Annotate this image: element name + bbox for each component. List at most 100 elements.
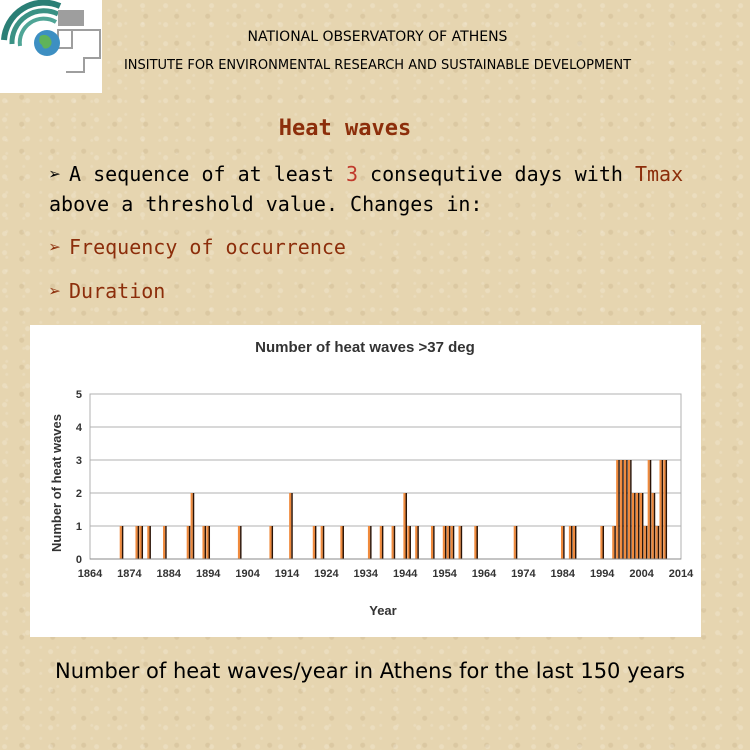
heat-wave-chart: Number of heat waves >37 deg Number of h… <box>30 325 701 637</box>
bar-shadow <box>381 526 384 559</box>
bar-1876 <box>135 526 140 559</box>
bar-2003 <box>635 493 640 559</box>
bar-1947 <box>415 526 419 559</box>
bar-shadow <box>188 526 191 559</box>
bar-1986 <box>568 526 573 559</box>
bar-1938 <box>379 526 384 559</box>
bar-shadow <box>409 526 411 559</box>
bar-face <box>269 526 272 559</box>
bar-face <box>391 526 394 559</box>
x-tick-label: 1964 <box>472 568 497 580</box>
bar-1941 <box>391 526 396 559</box>
bar-2005 <box>643 526 648 559</box>
bar-shadow <box>657 526 660 559</box>
bar-shadow <box>515 526 518 559</box>
x-tick-label: 1904 <box>235 568 260 580</box>
bar-shadow <box>137 526 140 559</box>
bar-face <box>415 526 418 559</box>
bar-face <box>568 526 572 559</box>
x-tick-label: 1954 <box>432 568 457 580</box>
bar-shadow <box>618 460 620 559</box>
bar-shadow <box>476 526 478 559</box>
bar-1945 <box>407 526 411 559</box>
y-tick-label: 5 <box>76 389 82 401</box>
bar-shadow <box>271 526 274 559</box>
bar-shadow <box>649 460 652 559</box>
bar-face <box>616 460 619 559</box>
bar-1910 <box>269 526 274 559</box>
bullet-definition-tmax: Tmax <box>634 162 684 186</box>
chart-y-axis-label: Number of heat waves <box>49 414 64 552</box>
bar-face <box>407 526 410 559</box>
bar-1915 <box>289 493 293 559</box>
x-tick-label: 1984 <box>551 568 576 580</box>
bar-2000 <box>624 460 628 559</box>
bar-1921 <box>312 526 317 559</box>
chart-caption: Number of heat waves/year in Athens for … <box>55 659 685 683</box>
bar-face <box>639 493 642 559</box>
bullet-definition-text-1: A sequence of at least <box>69 162 346 186</box>
bar-face <box>320 526 323 559</box>
bar-shadow <box>653 493 656 559</box>
bar-2004 <box>639 493 644 559</box>
x-tick-label: 1864 <box>78 568 103 580</box>
bar-1879 <box>147 526 151 559</box>
bar-shadow <box>563 526 565 559</box>
bar-face <box>612 526 615 559</box>
bar-face <box>635 493 639 559</box>
bar-1997 <box>612 526 616 559</box>
bar-1923 <box>320 526 325 559</box>
bar-face <box>340 526 343 559</box>
x-tick-label: 1914 <box>275 568 300 580</box>
slide-title: Heat waves <box>278 116 412 141</box>
bar-face <box>600 526 603 559</box>
bar-shadow <box>165 526 167 559</box>
bar-shadow <box>574 526 577 559</box>
bar-1956 <box>450 526 455 559</box>
bar-1955 <box>446 526 451 559</box>
bar-face <box>163 526 166 559</box>
bar-shadow <box>448 526 451 559</box>
bar-face <box>458 526 461 559</box>
bar-1877 <box>139 526 144 559</box>
bullet-duration-text: Duration <box>69 279 166 303</box>
bar-shadow <box>645 526 648 559</box>
bar-shadow <box>417 526 419 559</box>
bar-1951 <box>430 526 435 559</box>
bar-face <box>450 526 453 559</box>
arrow-bullet-icon: ➢ <box>49 279 62 303</box>
bar-face <box>647 460 650 559</box>
x-tick-label: 1944 <box>393 568 418 580</box>
bar-face <box>474 526 477 559</box>
x-tick-label: 1974 <box>511 568 536 580</box>
bar-1998 <box>616 460 620 559</box>
bar-face <box>446 526 449 559</box>
bar-face <box>624 460 627 559</box>
bar-2008 <box>655 526 660 559</box>
bar-face <box>237 526 241 559</box>
bar-shadow <box>405 493 408 559</box>
bullet-definition-days: 3 <box>345 162 358 186</box>
chart-title: Number of heat waves >37 deg <box>255 339 475 356</box>
bar-2002 <box>631 493 636 559</box>
bar-shadow <box>452 526 455 559</box>
y-tick-label: 0 <box>76 554 82 566</box>
bar-face <box>560 526 564 559</box>
bar-shadow <box>141 526 144 559</box>
bar-shadow <box>638 493 640 559</box>
bar-face <box>442 526 445 559</box>
bar-face <box>190 493 193 559</box>
bar-1890 <box>190 493 195 559</box>
bar-shadow <box>602 526 605 559</box>
bar-1902 <box>237 526 242 559</box>
bullet-frequency: ➢ Frequency of occurrence <box>49 232 346 262</box>
bar-shadow <box>630 460 632 559</box>
bar-face <box>119 526 122 559</box>
bar-shadow <box>626 460 628 559</box>
bar-face <box>139 526 142 559</box>
bar-1962 <box>474 526 478 559</box>
bar-shadow <box>149 526 151 559</box>
bar-shadow <box>622 460 624 559</box>
bar-shadow <box>314 526 317 559</box>
bar-shadow <box>665 460 668 559</box>
